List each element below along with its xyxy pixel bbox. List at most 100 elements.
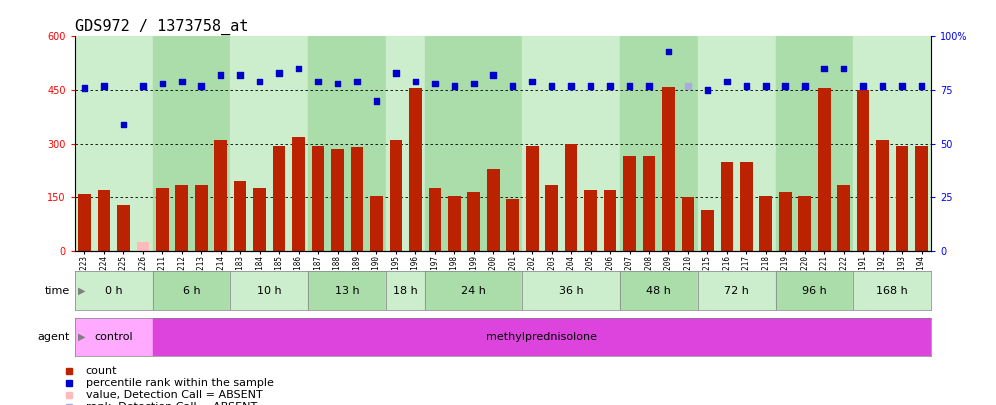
- Point: [680, 83, 696, 89]
- Bar: [620, 36, 697, 251]
- Bar: [175, 185, 188, 251]
- Text: 36 h: 36 h: [559, 286, 584, 296]
- Bar: [740, 162, 753, 251]
- Bar: [506, 199, 519, 251]
- Bar: [697, 36, 776, 251]
- Point: [699, 87, 715, 93]
- Bar: [620, 271, 697, 310]
- Bar: [118, 205, 129, 251]
- Bar: [799, 196, 811, 251]
- Bar: [697, 271, 776, 310]
- Bar: [386, 271, 425, 310]
- Point: [738, 83, 754, 89]
- Bar: [136, 242, 149, 251]
- Bar: [386, 36, 425, 251]
- Point: [485, 72, 501, 78]
- Text: percentile rank within the sample: percentile rank within the sample: [86, 378, 274, 388]
- Text: ▶: ▶: [78, 286, 86, 296]
- Point: [466, 81, 482, 87]
- Text: 168 h: 168 h: [876, 286, 908, 296]
- Bar: [428, 188, 441, 251]
- Bar: [585, 190, 597, 251]
- Point: [193, 83, 209, 89]
- Bar: [642, 156, 655, 251]
- Bar: [623, 156, 635, 251]
- Point: [563, 83, 579, 89]
- Bar: [312, 145, 325, 251]
- Point: [777, 83, 793, 89]
- Text: count: count: [86, 366, 118, 375]
- Bar: [565, 144, 578, 251]
- Point: [622, 83, 637, 89]
- Bar: [523, 271, 620, 310]
- Point: [387, 70, 404, 76]
- Point: [427, 81, 443, 87]
- Text: value, Detection Call = ABSENT: value, Detection Call = ABSENT: [86, 390, 263, 400]
- Bar: [195, 185, 207, 251]
- Point: [77, 85, 93, 91]
- Bar: [78, 194, 91, 251]
- Bar: [371, 196, 382, 251]
- Bar: [854, 271, 931, 310]
- Bar: [234, 181, 246, 251]
- Text: 0 h: 0 h: [105, 286, 123, 296]
- Bar: [915, 145, 928, 251]
- Bar: [253, 188, 266, 251]
- Bar: [75, 318, 152, 356]
- Point: [116, 121, 131, 128]
- Text: time: time: [45, 286, 70, 296]
- Text: 18 h: 18 h: [393, 286, 418, 296]
- Bar: [779, 192, 792, 251]
- Bar: [546, 185, 558, 251]
- Bar: [720, 162, 733, 251]
- Bar: [776, 36, 854, 251]
- Point: [271, 70, 287, 76]
- Bar: [760, 196, 772, 251]
- Bar: [152, 271, 230, 310]
- Point: [173, 78, 189, 85]
- Text: GDS972 / 1373758_at: GDS972 / 1373758_at: [75, 19, 248, 35]
- Point: [641, 83, 657, 89]
- Point: [856, 83, 872, 89]
- Text: 48 h: 48 h: [646, 286, 671, 296]
- Bar: [854, 36, 931, 251]
- Bar: [309, 36, 386, 251]
- Text: 24 h: 24 h: [461, 286, 486, 296]
- Bar: [230, 271, 309, 310]
- Bar: [152, 36, 230, 251]
- Point: [719, 78, 735, 85]
- Bar: [857, 90, 870, 251]
- Text: control: control: [95, 332, 132, 342]
- Bar: [230, 36, 309, 251]
- Point: [874, 83, 890, 89]
- Point: [583, 83, 599, 89]
- Point: [913, 83, 929, 89]
- Bar: [389, 140, 402, 251]
- Bar: [309, 271, 386, 310]
- Point: [602, 83, 618, 89]
- Text: 72 h: 72 h: [724, 286, 749, 296]
- Bar: [701, 210, 714, 251]
- Text: 96 h: 96 h: [802, 286, 827, 296]
- Point: [369, 98, 384, 104]
- Bar: [332, 149, 344, 251]
- Point: [446, 83, 462, 89]
- Bar: [409, 88, 421, 251]
- Bar: [351, 147, 364, 251]
- Point: [407, 78, 423, 85]
- Text: agent: agent: [37, 332, 70, 342]
- Text: methylprednisolone: methylprednisolone: [486, 332, 598, 342]
- Bar: [425, 36, 523, 251]
- Bar: [818, 88, 831, 251]
- Bar: [604, 190, 617, 251]
- Point: [96, 83, 112, 89]
- Text: 6 h: 6 h: [182, 286, 200, 296]
- Bar: [876, 140, 888, 251]
- Text: rank, Detection Call = ABSENT: rank, Detection Call = ABSENT: [86, 402, 257, 405]
- Point: [232, 72, 248, 78]
- Point: [797, 83, 813, 89]
- Text: ▶: ▶: [78, 332, 86, 342]
- Point: [134, 83, 150, 89]
- Bar: [75, 271, 152, 310]
- Point: [660, 48, 676, 55]
